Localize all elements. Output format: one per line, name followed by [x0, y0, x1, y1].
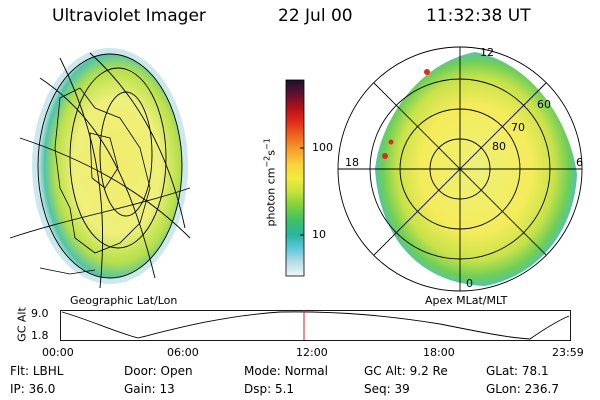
colorbar-axis-label: photon cm−2s−1 — [262, 138, 278, 227]
altitude-plot — [60, 310, 571, 341]
mlat-label-80: 80 — [492, 140, 506, 153]
info-gain: Gain: 13 — [124, 382, 175, 396]
time-label: 11:32:38 UT — [426, 6, 531, 26]
time-tick-3: 18:00 — [423, 346, 455, 359]
colorbar — [285, 79, 305, 277]
polar-caption: Apex MLat/MLT — [425, 294, 508, 307]
time-tick-0: 00:00 — [42, 346, 74, 359]
alt-tick-high: 9.0 — [31, 307, 49, 320]
info-dsp: Dsp: 5.1 — [244, 382, 295, 396]
info-gc-alt: GC Alt: 9.2 Re — [364, 364, 448, 378]
mlt-label-18: 18 — [345, 156, 359, 169]
mlt-label-12: 12 — [480, 46, 494, 59]
mlt-label-0: 0 — [466, 277, 473, 290]
instrument-title: Ultraviolet Imager — [52, 6, 206, 26]
geographic-image — [9, 48, 191, 288]
colorbar-tick-10: 10 — [312, 228, 326, 241]
info-glat: GLat: 78.1 — [486, 364, 549, 378]
polar-image — [337, 46, 583, 292]
info-glon: GLon: 236.7 — [486, 382, 559, 396]
info-mode: Mode: Normal — [244, 364, 328, 378]
colorbar-tick-100: 100 — [312, 141, 333, 154]
info-ip: IP: 36.0 — [10, 382, 56, 396]
info-flt: Flt: LBHL — [10, 364, 64, 378]
date-label: 22 Jul 00 — [278, 6, 353, 26]
info-seq: Seq: 39 — [364, 382, 410, 396]
alt-axis-label: GC Alt — [15, 307, 29, 342]
mlat-label-60: 60 — [537, 98, 551, 111]
time-tick-1: 06:00 — [167, 346, 199, 359]
time-tick-4: 23:59 — [552, 346, 584, 359]
mlat-label-70: 70 — [511, 121, 525, 134]
time-tick-2: 12:00 — [296, 346, 328, 359]
alt-tick-low: 1.8 — [31, 329, 49, 342]
mlt-label-6: 6 — [576, 156, 583, 169]
geo-caption: Geographic Lat/Lon — [70, 294, 178, 307]
info-door: Door: Open — [124, 364, 193, 378]
